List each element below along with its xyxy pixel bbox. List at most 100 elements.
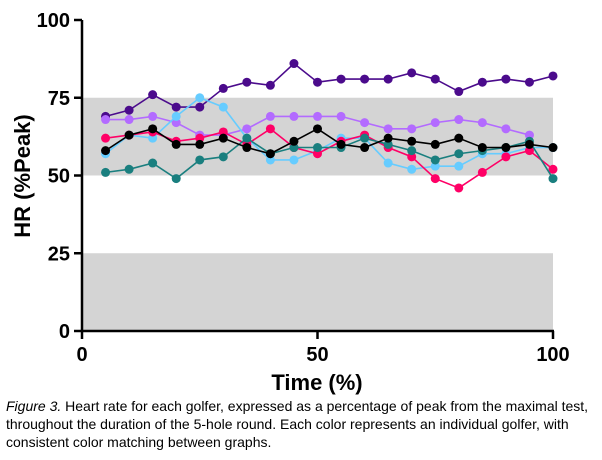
data-point [336, 111, 346, 121]
shaded-band-1 [82, 253, 553, 331]
data-point [454, 133, 464, 143]
data-point [430, 139, 440, 149]
data-point [148, 158, 158, 168]
data-point [289, 111, 299, 121]
data-point [313, 77, 322, 87]
data-point [195, 139, 205, 149]
y-tick-label: 50 [48, 166, 70, 188]
data-point [242, 124, 252, 134]
data-point [265, 155, 275, 165]
data-point [360, 133, 370, 143]
data-point [242, 143, 252, 153]
data-point [218, 152, 228, 162]
data-point [407, 136, 417, 146]
data-point [148, 111, 158, 121]
data-point [242, 77, 252, 87]
data-point [101, 146, 111, 156]
data-point [124, 115, 134, 125]
data-point [383, 124, 393, 134]
data-point [383, 74, 393, 84]
data-point [218, 83, 228, 93]
data-point [454, 149, 464, 159]
data-point [454, 161, 464, 171]
series-5 [101, 124, 558, 159]
data-point [242, 133, 252, 143]
y-tick-label: 0 [59, 321, 70, 343]
data-point [289, 143, 299, 153]
hr-line-chart: 0 25 50 75 100 0 50 100 Time (%) HR (%Peak) [10, 10, 570, 395]
data-point [124, 130, 134, 140]
y-tick-label: 25 [48, 243, 70, 265]
data-point [407, 68, 417, 78]
data-point [101, 115, 111, 125]
data-point [289, 136, 299, 146]
data-point [265, 111, 275, 121]
data-point [171, 174, 181, 184]
x-tick-label: 50 [306, 344, 328, 366]
data-point [218, 102, 228, 112]
x-axis-label: Time (%) [271, 370, 362, 395]
data-point [101, 167, 111, 177]
data-point [407, 164, 417, 174]
data-point [454, 87, 464, 97]
data-point [124, 105, 134, 115]
data-point [148, 133, 158, 143]
data-point [171, 111, 181, 121]
data-point [501, 124, 511, 134]
data-point [265, 124, 275, 134]
data-point [360, 74, 370, 84]
data-point [360, 143, 370, 153]
data-point [430, 118, 440, 128]
data-point [430, 161, 440, 171]
data-point [501, 152, 511, 162]
data-point [430, 174, 440, 184]
data-point [218, 127, 228, 137]
data-point [313, 149, 322, 159]
data-point [454, 115, 464, 125]
data-point [265, 80, 275, 90]
y-tick-label: 100 [37, 10, 70, 32]
data-point [195, 93, 205, 103]
data-point [548, 71, 558, 81]
data-point [407, 152, 417, 162]
x-tick-label: 0 [76, 344, 87, 366]
data-point [407, 124, 417, 134]
data-point [477, 143, 487, 153]
data-point [430, 155, 440, 165]
data-point [195, 155, 205, 165]
data-point [501, 143, 511, 153]
data-point [313, 124, 322, 134]
data-point [360, 118, 370, 128]
data-point [218, 133, 228, 143]
caption-label: Figure 3. [6, 398, 62, 414]
data-point [101, 133, 111, 143]
data-point [195, 133, 205, 143]
data-point [148, 124, 158, 134]
data-point [383, 158, 393, 168]
data-point [313, 111, 322, 121]
data-point [313, 143, 322, 153]
data-point [289, 155, 299, 165]
y-tick-label: 75 [48, 88, 70, 110]
data-point [548, 174, 558, 184]
data-point [548, 164, 558, 174]
data-point [336, 139, 346, 149]
data-point [548, 143, 558, 153]
data-point [524, 139, 534, 149]
shaded-band-0 [82, 97, 553, 176]
x-tick-label: 100 [536, 344, 569, 366]
data-point [524, 146, 534, 156]
data-point [383, 139, 393, 149]
data-point [430, 74, 440, 84]
data-point [477, 167, 487, 177]
data-point [171, 139, 181, 149]
data-point [148, 90, 158, 100]
data-point [124, 164, 134, 174]
data-point [171, 118, 181, 128]
data-point [195, 102, 205, 112]
figure-caption: Figure 3. Heart rate for each golfer, ex… [6, 397, 598, 451]
data-point [477, 77, 487, 87]
data-point [524, 77, 534, 87]
data-point [289, 59, 299, 69]
data-point [454, 183, 464, 193]
